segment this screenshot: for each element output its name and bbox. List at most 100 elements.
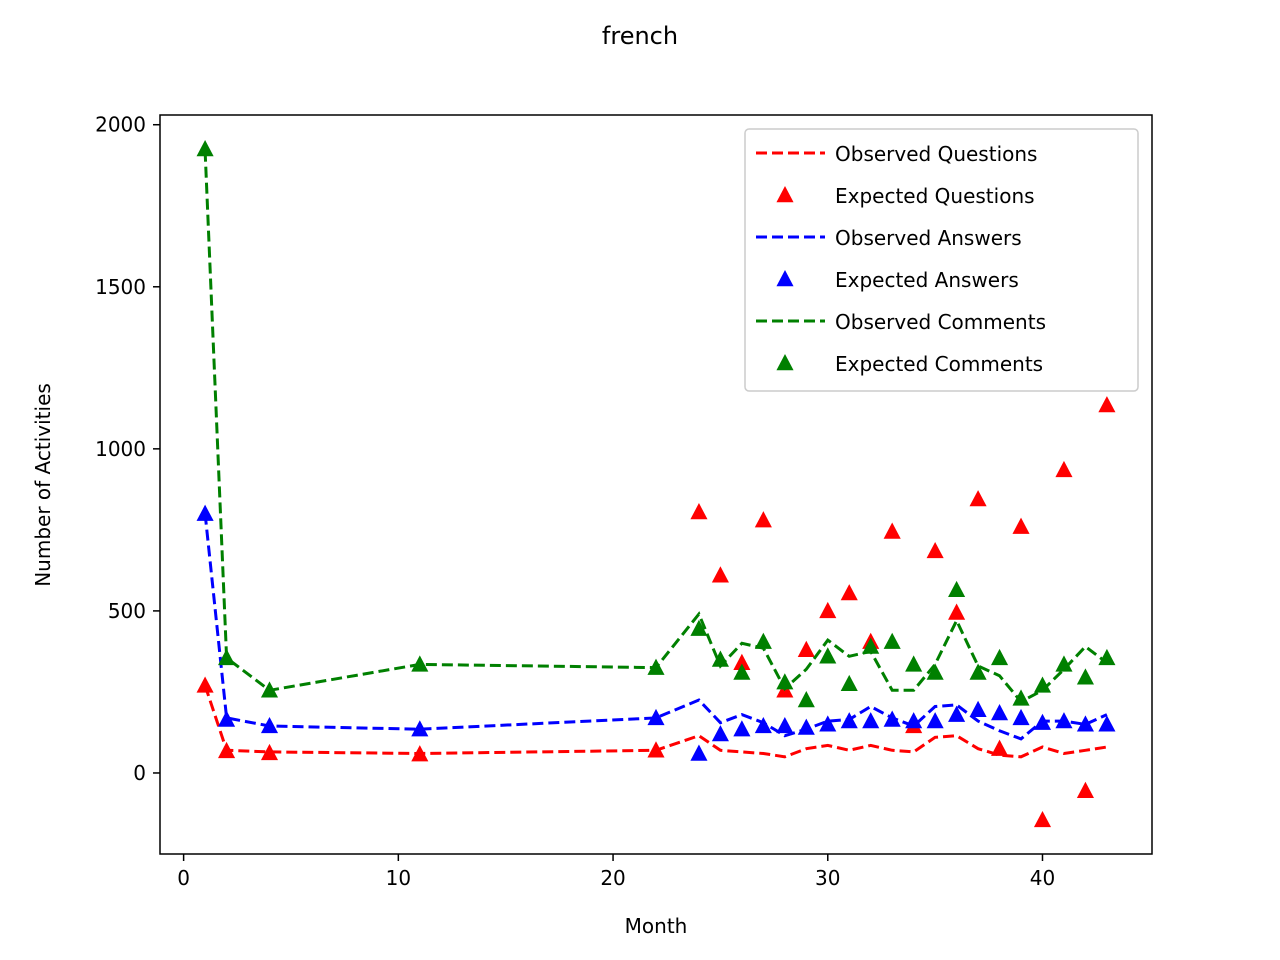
marker-expected-answers <box>990 704 1009 721</box>
marker-expected-comments <box>647 658 665 675</box>
legend-item-observed-questions: Observed Questions <box>756 142 1037 166</box>
legend: Observed Questions Expected Questions Obse… <box>744 128 1139 392</box>
y-axis-label: Number of Activities <box>31 383 55 587</box>
marker-expected-comments <box>797 691 815 708</box>
legend-label: Expected Comments <box>835 352 1043 376</box>
y-tick-label: 1500 <box>95 275 146 299</box>
marker-expected-answers <box>1055 712 1073 729</box>
marker-expected-comments <box>862 637 880 654</box>
y-tick-label: 0 <box>133 761 146 785</box>
marker-expected-answers <box>948 705 966 722</box>
chart-title: french <box>602 22 678 50</box>
marker-expected-answers <box>754 716 772 734</box>
marker-expected-answers <box>926 712 944 729</box>
x-axis: 0 10 20 30 40 <box>177 854 1055 890</box>
marker-expected-comments <box>690 619 708 636</box>
series-expected-questions <box>196 396 1116 828</box>
marker-expected-answers <box>1012 708 1030 726</box>
marker-expected-questions <box>797 640 815 658</box>
x-tick-label: 0 <box>177 866 190 890</box>
legend-swatch <box>776 354 794 371</box>
marker-expected-answers <box>647 708 665 726</box>
marker-expected-questions <box>1012 517 1030 534</box>
marker-expected-questions <box>926 541 944 559</box>
legend-item-expected-questions: Expected Questions <box>776 184 1035 208</box>
marker-expected-comments <box>411 655 429 672</box>
legend-label: Expected Answers <box>835 268 1019 292</box>
marker-expected-comments <box>1033 676 1052 693</box>
legend-label: Observed Comments <box>835 310 1046 334</box>
marker-expected-comments <box>711 650 729 667</box>
legend-label: Observed Questions <box>835 142 1037 166</box>
x-tick-label: 30 <box>815 866 840 890</box>
marker-expected-answers <box>711 725 729 742</box>
marker-expected-comments <box>733 663 751 680</box>
marker-expected-comments <box>196 140 214 157</box>
y-tick-label: 500 <box>108 599 146 623</box>
marker-expected-answers <box>1033 713 1052 730</box>
marker-expected-comments <box>948 580 966 598</box>
marker-expected-answers <box>883 710 901 727</box>
series-expected-answers <box>196 504 1116 761</box>
marker-expected-questions <box>260 743 279 761</box>
marker-expected-answers <box>218 710 236 727</box>
legend-swatch <box>776 186 794 203</box>
legend-box <box>744 128 1139 392</box>
marker-expected-answers <box>862 712 880 729</box>
legend-item-observed-answers: Observed Answers <box>756 226 1022 250</box>
plot-area <box>196 140 1116 828</box>
legend-label: Observed Answers <box>835 226 1022 250</box>
marker-expected-comments <box>926 663 944 680</box>
x-axis-label: Month <box>625 914 688 938</box>
marker-expected-comments <box>754 632 772 649</box>
marker-expected-answers <box>797 718 815 735</box>
marker-expected-questions <box>711 566 729 583</box>
y-axis: 0 500 1000 1500 2000 <box>95 113 160 785</box>
marker-expected-questions <box>754 511 772 528</box>
x-tick-label: 20 <box>600 866 625 890</box>
marker-expected-comments <box>1076 668 1094 685</box>
marker-expected-answers <box>1098 715 1116 732</box>
marker-expected-comments <box>1012 689 1030 706</box>
legend-item-expected-comments: Expected Comments <box>776 352 1043 376</box>
marker-expected-questions <box>690 503 708 520</box>
marker-expected-questions <box>1055 460 1073 478</box>
marker-expected-answers <box>733 720 751 737</box>
marker-expected-questions <box>1098 396 1116 413</box>
marker-expected-questions <box>411 745 429 762</box>
marker-expected-questions <box>1076 781 1094 798</box>
line-observed-answers <box>203 513 1108 741</box>
marker-expected-questions <box>883 522 901 539</box>
x-tick-label: 40 <box>1030 866 1055 890</box>
x-tick-label: 10 <box>386 866 411 890</box>
legend-swatch <box>776 270 794 287</box>
marker-expected-comments <box>218 648 236 666</box>
marker-expected-answers <box>840 712 858 729</box>
marker-expected-answers <box>905 712 923 729</box>
marker-expected-questions <box>990 739 1009 756</box>
marker-expected-questions <box>1033 810 1052 828</box>
marker-expected-answers <box>196 504 214 521</box>
marker-expected-comments <box>840 674 858 692</box>
marker-expected-questions <box>819 601 837 619</box>
y-tick-label: 2000 <box>95 113 146 137</box>
marker-expected-questions <box>948 603 966 620</box>
series-observed-answers <box>203 513 1108 741</box>
series-expected-comments <box>196 140 1116 708</box>
marker-expected-comments <box>260 681 279 698</box>
legend-label: Expected Questions <box>835 184 1035 208</box>
marker-expected-answers <box>776 716 794 734</box>
marker-expected-comments <box>990 648 1009 666</box>
marker-expected-comments <box>1098 648 1116 666</box>
marker-expected-answers <box>819 715 837 732</box>
marker-expected-comments <box>776 673 794 690</box>
marker-expected-answers <box>411 720 429 737</box>
marker-expected-answers <box>690 744 708 761</box>
marker-expected-questions <box>218 741 236 759</box>
marker-expected-comments <box>1055 655 1073 672</box>
marker-expected-questions <box>647 741 665 758</box>
marker-expected-comments <box>969 663 987 680</box>
marker-expected-comments <box>883 632 901 649</box>
axes-frame <box>159 114 1153 855</box>
